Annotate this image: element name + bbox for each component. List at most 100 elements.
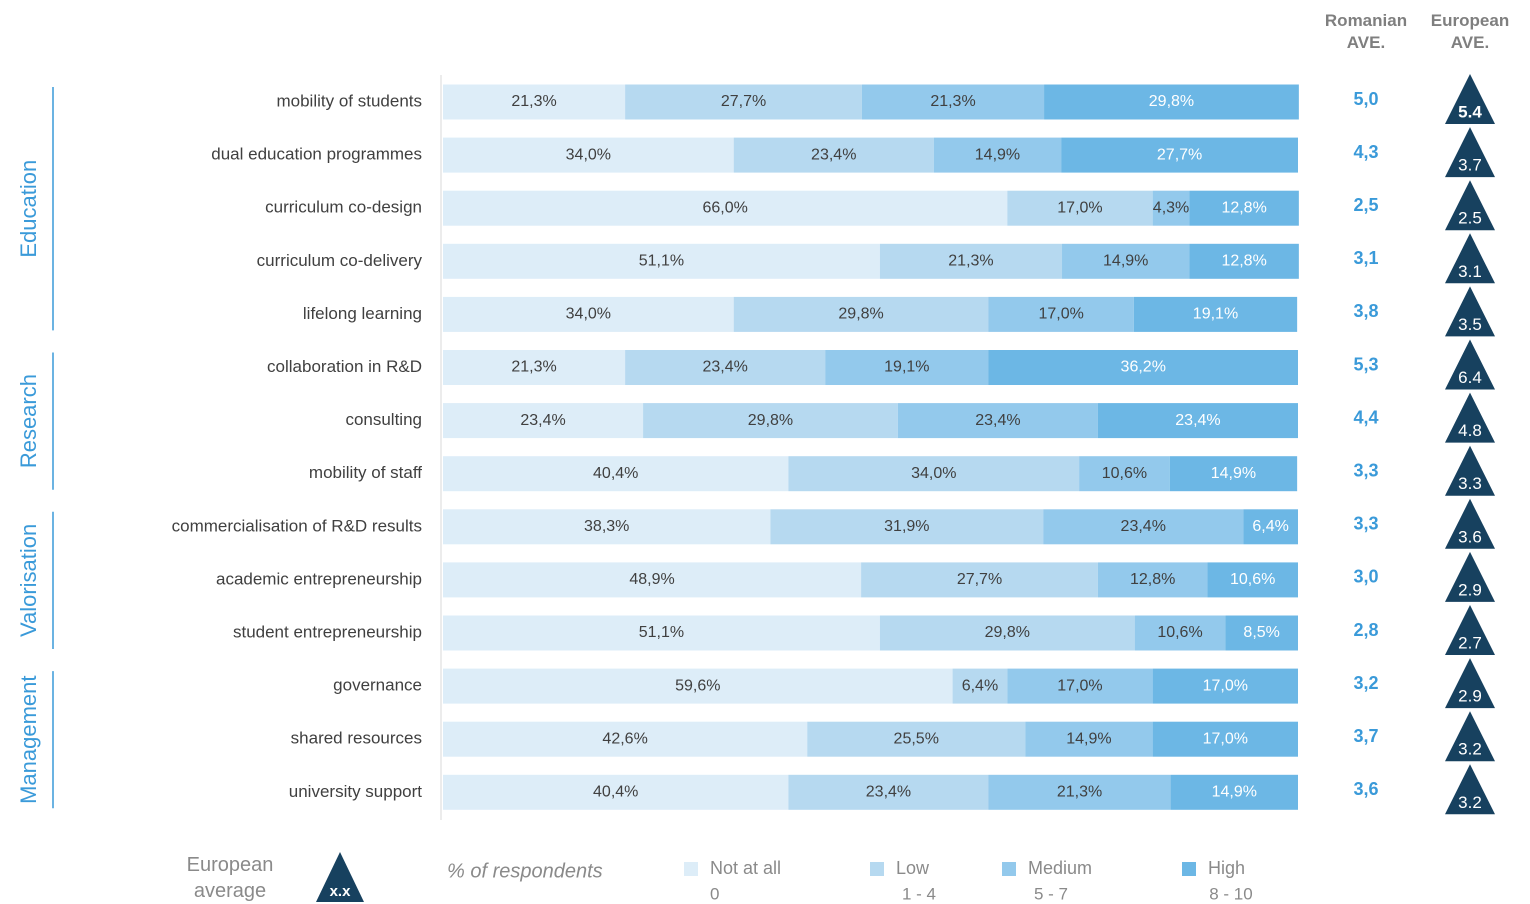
category-label: lifelong learning xyxy=(303,304,422,323)
european-triangle xyxy=(1445,74,1495,124)
bar-label: 51,1% xyxy=(639,624,684,641)
bar-label: 34,0% xyxy=(566,146,611,163)
bar-label: 34,0% xyxy=(911,465,956,482)
bar-label: 21,3% xyxy=(930,93,975,110)
bar-segment xyxy=(1079,456,1170,492)
bar-segment xyxy=(988,350,1298,385)
european-triangle xyxy=(1445,127,1495,178)
bar-label: 14,9% xyxy=(1212,784,1257,801)
european-average: 6.4 xyxy=(1458,368,1482,387)
bar-segment xyxy=(988,296,1134,332)
bar-segment xyxy=(933,137,1062,173)
european-header: European AVE. xyxy=(1430,11,1510,52)
bar-label: 23,4% xyxy=(866,784,911,801)
romanian-average: 3,2 xyxy=(1353,673,1378,693)
bar-label: 48,9% xyxy=(629,571,674,588)
category-label: shared resources xyxy=(291,729,422,748)
bar-segment xyxy=(770,509,1044,545)
legend-range: 1 - 4 xyxy=(902,884,936,903)
category-label: collaboration in R&D xyxy=(267,357,422,376)
bar-segment xyxy=(443,403,644,439)
bar-label: 21,3% xyxy=(511,93,556,110)
bar-segment xyxy=(952,668,1008,704)
category-label: consulting xyxy=(345,410,422,429)
bar-segment xyxy=(1133,296,1298,332)
bar-segment xyxy=(443,84,626,120)
bar-segment xyxy=(1189,243,1299,279)
bar-segment xyxy=(1097,403,1298,439)
european-average: 3.2 xyxy=(1458,740,1482,759)
bar-label: 17,0% xyxy=(1057,199,1102,216)
bar-label: 12,8% xyxy=(1130,571,1175,588)
bar-label: 10,6% xyxy=(1102,465,1147,482)
bar-segment xyxy=(443,721,808,757)
bar-label: 17,0% xyxy=(1057,677,1102,694)
bar-segment xyxy=(1243,509,1298,545)
bar-label: 40,4% xyxy=(593,465,638,482)
bar-segment xyxy=(897,403,1098,439)
category-label: academic entrepreneurship xyxy=(216,569,422,588)
bar-segment xyxy=(625,350,826,385)
bar-label: 38,3% xyxy=(584,518,629,535)
bar-label: 23,4% xyxy=(811,146,856,163)
bar-segment xyxy=(1152,721,1298,757)
legend-swatch xyxy=(1002,862,1016,876)
european-triangle xyxy=(1445,445,1495,496)
group-label: Education xyxy=(16,160,41,258)
european-triangle xyxy=(1445,764,1495,815)
category-label: mobility of staff xyxy=(309,463,422,482)
category-label: curriculum co-design xyxy=(265,198,422,217)
legend-label: Not at all xyxy=(710,858,781,878)
bar-segment xyxy=(1152,668,1298,704)
bar-segment xyxy=(1043,509,1244,545)
legend-label: Low xyxy=(896,858,930,878)
romanian-average: 3,3 xyxy=(1353,514,1378,534)
bar-segment xyxy=(443,137,734,173)
legend-label: Medium xyxy=(1028,858,1092,878)
bar-segment xyxy=(1007,668,1153,704)
bar-segment xyxy=(643,403,898,439)
bar-label: 27,7% xyxy=(957,571,1002,588)
legend-swatch xyxy=(684,862,698,876)
european-average: 3.6 xyxy=(1458,527,1482,546)
bar-label: 17,0% xyxy=(1038,306,1083,323)
bar-segment xyxy=(443,509,771,545)
bar-segment xyxy=(733,296,989,332)
bar-segment xyxy=(861,84,1045,120)
bar-segment xyxy=(443,615,880,651)
bar-label: 59,6% xyxy=(675,677,720,694)
bar-label: 42,6% xyxy=(602,730,647,747)
legend-label: High xyxy=(1208,858,1245,878)
bar-label: 25,5% xyxy=(894,730,939,747)
group-label: Research xyxy=(16,374,41,468)
legend-swatch xyxy=(1182,862,1196,876)
bar-segment xyxy=(788,774,989,810)
bar-label: 12,8% xyxy=(1221,199,1266,216)
bar-label: 31,9% xyxy=(884,518,929,535)
european-average: 5.4 xyxy=(1458,102,1482,121)
bar-segment xyxy=(1097,562,1208,598)
bar-segment xyxy=(1152,190,1190,226)
bar-label: 14,9% xyxy=(975,146,1020,163)
bar-segment xyxy=(443,668,953,704)
bar-label: 27,7% xyxy=(1157,146,1202,163)
bar-segment xyxy=(443,562,862,598)
romanian-average: 5,0 xyxy=(1353,89,1378,109)
bar-label: 19,1% xyxy=(1193,306,1238,323)
romanian-average: 3,3 xyxy=(1353,460,1378,480)
european-triangle xyxy=(1445,392,1495,443)
romanian-average: 4,4 xyxy=(1353,407,1378,427)
x-axis-label: % of respondents xyxy=(447,860,603,882)
bar-label: 29,8% xyxy=(748,412,793,429)
bar-segment xyxy=(443,296,734,332)
legend-range: 8 - 10 xyxy=(1209,884,1252,903)
bar-label: 6,4% xyxy=(962,677,998,694)
bar-label: 23,4% xyxy=(702,359,747,376)
category-label: commercialisation of R&D results xyxy=(172,516,422,535)
european-average: 2.9 xyxy=(1458,580,1482,599)
romanian-average: 2,8 xyxy=(1353,620,1378,640)
european-triangle xyxy=(1445,551,1495,602)
bar-segment xyxy=(1225,615,1298,651)
bar-label: 10,6% xyxy=(1230,571,1275,588)
